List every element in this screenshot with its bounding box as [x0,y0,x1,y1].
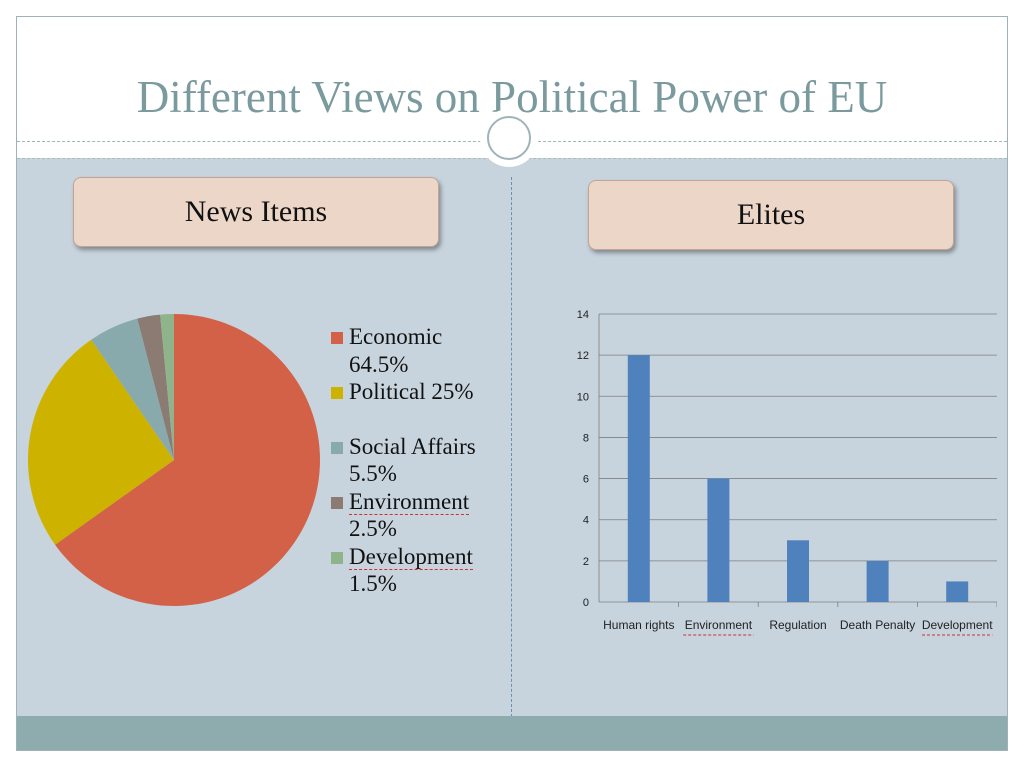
legend-item-development: Development 1.5% [329,543,509,598]
legend-item-environment: Environment 2.5% [329,488,509,543]
legend-swatch-environment [331,496,343,509]
legend-value: 1.5% [349,571,397,596]
y-tick-label: 6 [583,474,589,486]
x-tick-label: Regulation [769,618,826,632]
legend-swatch-economic [331,332,343,344]
y-tick-label: 2 [583,556,589,568]
pie-legend: Economic 64.5% Political 25% Social Affa… [329,323,509,598]
bar-environment [707,478,730,602]
legend-label-text: Environment [349,488,470,515]
legend-label: Political 25% [349,379,474,404]
legend-swatch-social-affairs [331,441,343,454]
legend-swatch-development [331,551,343,564]
y-tick-label: 10 [577,391,589,403]
y-tick-label: 4 [583,515,589,527]
pie-slice-economic [55,314,320,606]
bar-human-rights [627,355,650,602]
news-items-pie-chart [27,314,320,606]
x-tick-label: Death Penalty [840,618,915,632]
legend-label: Development [349,543,509,571]
legend-value: 2.5% [349,516,397,541]
legend-label-text: Development [349,543,473,570]
legend-item-political: Political 25% [329,378,509,406]
circle-ornament-icon [480,109,538,167]
x-tick-label: Development [922,618,993,632]
slide: Different Views on Political Power of EU… [16,16,1008,751]
circle-ornament-ring [487,116,531,160]
legend-item-economic: Economic 64.5% [329,323,509,378]
elites-bar-chart: 0 2 4 6 8 10 12 14 Human rights Environment Regula… [577,309,997,636]
legend-value: 64.5% [349,351,409,377]
pie-slice-environment [137,314,174,460]
legend-label: Environment [349,488,509,516]
bar-regulation [787,540,809,602]
elites-heading: Elites [588,180,954,250]
x-tick-label: Environment [685,618,753,632]
y-tick-label: 0 [583,597,589,609]
y-tick-label: 12 [577,350,589,362]
pie-slice-political [27,339,175,545]
news-items-heading: News Items [73,177,439,247]
footer-bar [17,716,1007,750]
bar-development [946,581,969,602]
legend-item-social-affairs: Social Affairs 5.5% [329,433,509,488]
bar-death-penalty [866,560,889,602]
x-tick-label: Human rights [603,618,674,632]
legend-swatch-political [331,387,343,399]
y-tick-label: 14 [577,309,589,321]
pie-slice-social-affairs [91,318,174,460]
y-tick-label: 8 [583,432,589,444]
legend-label: Economic [349,324,443,349]
legend-value: 5.5% [349,461,397,486]
legend-label: Social Affairs [349,433,476,459]
pie-slice-development [160,314,174,460]
center-divider [511,177,512,717]
